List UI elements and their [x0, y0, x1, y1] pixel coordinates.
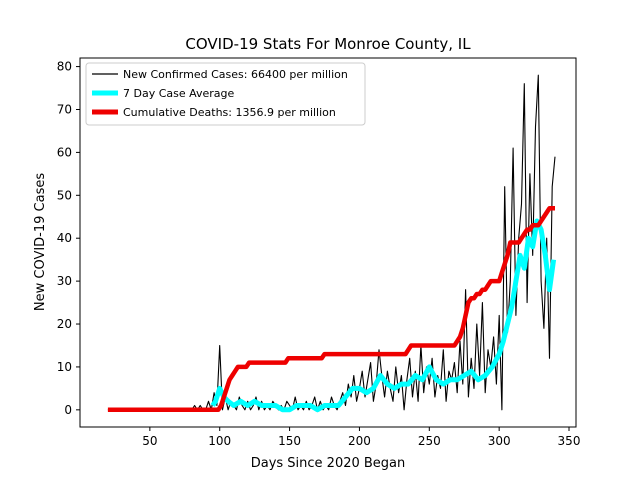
x-tick-label: 50 — [142, 434, 157, 448]
x-axis-label: Days Since 2020 Began — [251, 456, 406, 471]
y-tick-label: 40 — [57, 231, 72, 245]
x-axis: 50 100 150 200 250 300 350 — [142, 427, 580, 448]
x-tick-label: 350 — [558, 434, 581, 448]
y-axis-label: New COVID-19 Cases — [33, 173, 48, 311]
series-new-cases-line — [107, 74, 556, 411]
plot-frame — [79, 57, 577, 428]
legend-label-cumulative-deaths: Cumulative Deaths: 1356.9 per million — [123, 106, 336, 119]
x-tick-label: 250 — [418, 434, 441, 448]
legend-label-new-cases: New Confirmed Cases: 66400 per million — [123, 68, 348, 81]
y-tick-label: 50 — [57, 188, 72, 202]
y-tick-label: 60 — [57, 145, 72, 159]
plot-area — [107, 74, 557, 413]
y-tick-label: 30 — [57, 274, 72, 288]
y-tick-label: 70 — [57, 102, 72, 116]
x-tick-label: 100 — [208, 434, 231, 448]
y-tick-label: 80 — [57, 60, 72, 74]
y-axis: 0 10 20 30 40 50 60 70 80 — [57, 60, 80, 417]
chart-title: COVID-19 Stats For Monroe County, IL — [185, 35, 471, 53]
x-tick-label: 300 — [488, 434, 511, 448]
legend: New Confirmed Cases: 66400 per million 7… — [85, 62, 366, 126]
x-tick-label: 200 — [348, 434, 371, 448]
y-tick-label: 20 — [57, 317, 72, 331]
y-tick-label: 0 — [64, 403, 72, 417]
series-cumulative-deaths-line — [107, 205, 555, 413]
series-7-day-average-line — [210, 218, 557, 413]
x-tick-label: 150 — [278, 434, 301, 448]
legend-box — [85, 62, 366, 126]
legend-label-7-day-average: 7 Day Case Average — [123, 87, 235, 100]
y-tick-label: 10 — [57, 360, 72, 374]
